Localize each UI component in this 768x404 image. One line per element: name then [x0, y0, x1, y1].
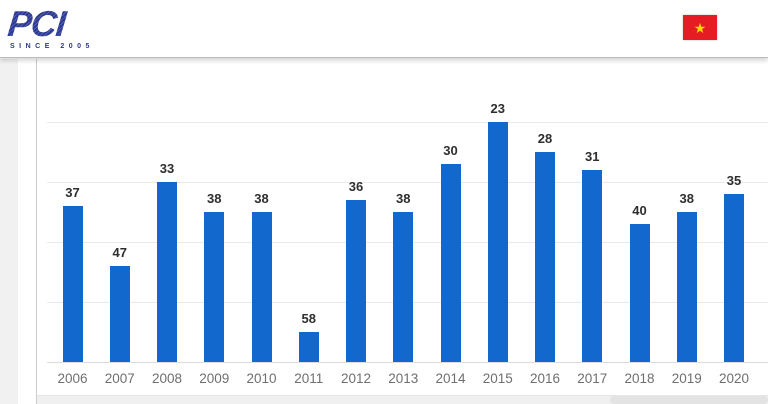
pci-logo-subtext: SINCE 2005 — [10, 43, 94, 50]
x-axis-label-2018: 2018 — [624, 370, 655, 386]
bar-value-label-2017: 31 — [585, 148, 600, 164]
bar-chart-plot-area: 37 2006 47 2007 33 2008 38 2009 38 2010 58 2011 36 20… — [47, 59, 768, 395]
pci-logo-text: PCI — [6, 3, 110, 44]
x-axis-label-2006: 2006 — [57, 370, 88, 386]
flag-star-icon: ★ — [693, 19, 707, 36]
bar-value-label-2014: 30 — [443, 142, 458, 158]
x-axis-label-2009: 2009 — [199, 370, 230, 386]
pci-logo[interactable]: PCI SINCE 2005 — [6, 3, 110, 52]
bar-value-label-2019: 38 — [679, 190, 694, 206]
bar-value-label-2006: 37 — [65, 184, 80, 200]
page-left-margin — [0, 59, 18, 404]
x-axis-label-2015: 2015 — [482, 370, 513, 386]
x-axis-label-2010: 2010 — [246, 370, 277, 386]
gridline — [47, 181, 768, 183]
x-axis-baseline — [47, 361, 768, 363]
x-axis-label-2008: 2008 — [151, 370, 183, 386]
header: PCI SINCE 2005 ★ — [0, 0, 768, 58]
bar-value-label-2007: 47 — [112, 244, 127, 260]
bar-2007[interactable] — [109, 265, 130, 362]
gridline — [47, 121, 768, 123]
bar-value-label-2010: 38 — [254, 190, 269, 206]
x-axis-label-2020: 2020 — [718, 370, 750, 386]
x-axis-label-2017: 2017 — [577, 370, 608, 386]
x-axis-label-2016: 2016 — [529, 370, 561, 386]
bar-2016[interactable] — [535, 151, 555, 362]
bar-value-label-2011: 58 — [301, 310, 316, 326]
bar-value-label-2016: 28 — [537, 130, 553, 146]
x-axis-label-2012: 2012 — [340, 370, 372, 386]
bar-value-label-2009: 38 — [207, 190, 222, 206]
bar-2020[interactable] — [724, 193, 744, 362]
bar-value-label-2012: 36 — [348, 178, 364, 194]
bar-2019[interactable] — [676, 211, 697, 362]
bar-value-label-2015: 23 — [490, 100, 505, 116]
bar-2013[interactable] — [393, 211, 414, 362]
bar-2018[interactable] — [629, 223, 650, 362]
bar-2017[interactable] — [582, 169, 603, 362]
chart-card-left-border — [36, 59, 37, 404]
x-axis-label-2013: 2013 — [388, 370, 419, 386]
horizontal-scrollbar[interactable] — [37, 395, 768, 404]
x-axis-label-2011: 2011 — [294, 370, 324, 386]
bar-value-label-2020: 35 — [726, 172, 742, 188]
bar-2015[interactable] — [487, 121, 508, 362]
bar-2009[interactable] — [204, 211, 225, 362]
bar-value-label-2018: 40 — [632, 202, 647, 218]
bar-2008[interactable] — [157, 181, 177, 362]
bar-2012[interactable] — [346, 199, 366, 362]
bar-2010[interactable] — [251, 211, 272, 362]
horizontal-scrollbar-thumb[interactable] — [610, 396, 768, 404]
bar-value-label-2013: 38 — [396, 190, 411, 206]
bar-2006[interactable] — [62, 205, 83, 362]
vietnam-flag-icon: ★ — [683, 15, 717, 40]
x-axis-label-2007: 2007 — [104, 370, 135, 386]
x-axis-label-2014: 2014 — [435, 370, 466, 386]
x-axis-label-2019: 2019 — [671, 370, 702, 386]
bar-value-label-2008: 33 — [159, 160, 175, 176]
bar-2011[interactable] — [298, 331, 319, 362]
bar-2014[interactable] — [440, 163, 461, 362]
